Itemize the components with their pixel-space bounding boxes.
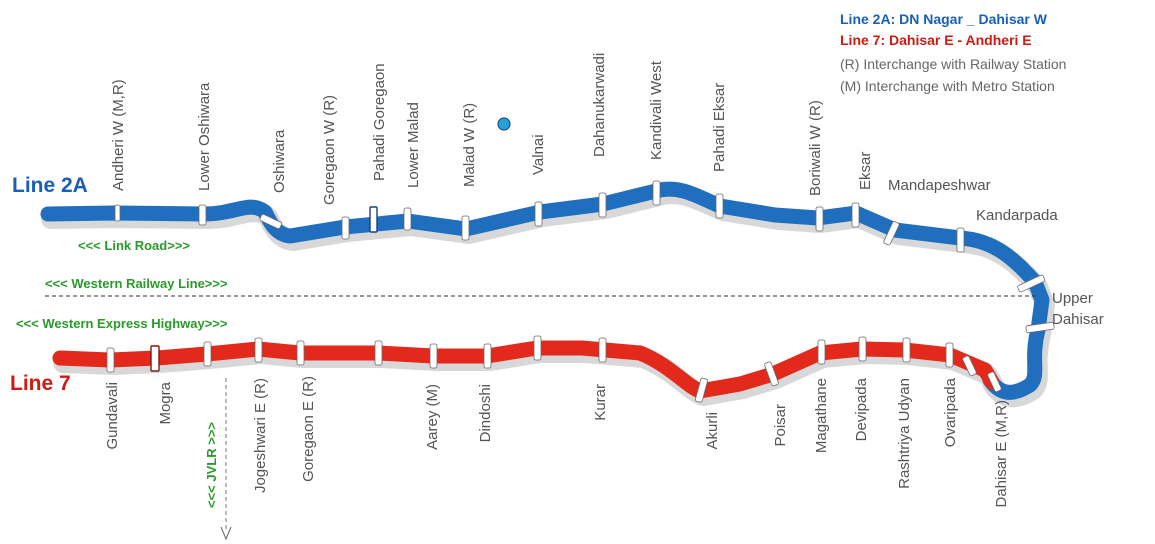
station-tick: [533, 335, 542, 361]
station-label: Lower Oshiwara: [196, 82, 213, 191]
station-tick: [851, 202, 860, 228]
line-2a-label: Line 2A: [12, 174, 88, 197]
legend-line-7: Line 7: Dahisar E - Andheri E: [840, 32, 1032, 48]
station-tick: [296, 340, 305, 366]
station-tick: [259, 213, 282, 230]
station-label: Kandarpada: [976, 207, 1058, 224]
station-tick: [203, 341, 212, 367]
western-railway-label: <<< Western Railway Line>>>: [45, 276, 228, 291]
station-label: Eksar: [857, 152, 874, 190]
line-7-station-labels: Gundavali Mogra Jogeshwari E (R) Goregao…: [104, 376, 1010, 508]
station-label: Poisar: [772, 404, 789, 447]
station-label: Valnai: [530, 134, 547, 175]
station-label: Goregaon E (R): [300, 376, 317, 482]
station-label: Upper Dahisar: [1052, 290, 1104, 328]
legend-line-2a: Line 2A: DN Nagar _ Dahisar W: [840, 11, 1048, 27]
station-tick: [254, 337, 263, 363]
station-tick: [461, 215, 470, 241]
station-tick: [652, 180, 661, 206]
station-label: Devipada: [853, 377, 870, 441]
station-label: Goregaon W (R): [321, 95, 338, 205]
legend-metro-note: (M) Interchange with Metro Station: [840, 78, 1055, 94]
station-tick: [962, 355, 977, 377]
western-express-highway-label: <<< Western Express Highway>>>: [16, 316, 228, 331]
station-tick: [598, 337, 607, 363]
station-tick: [1017, 274, 1046, 293]
station-label: Kurar: [592, 384, 609, 421]
station-label: Kandivali West: [648, 60, 665, 160]
station-tick: [598, 192, 607, 218]
jvlr-label: <<< JVLR >>>: [204, 422, 219, 508]
station-label: Mogra: [157, 381, 174, 424]
station-label: Dahanukarwadi: [591, 53, 608, 157]
station-label: Dindoshi: [477, 384, 494, 442]
station-tick: [369, 206, 378, 233]
station-tick: [817, 339, 826, 365]
station-label: Boriwali W (R): [807, 100, 824, 196]
station-tick: [114, 204, 121, 222]
jvlr-arrow-head: [220, 526, 232, 541]
station-label: Lower Malad: [405, 102, 422, 188]
station-label: Gundavali: [104, 382, 121, 450]
station-label: Pahadi Goregaon: [371, 63, 388, 181]
station-label: Akurli: [704, 412, 721, 450]
station-tick: [374, 340, 383, 366]
station-tick: [695, 377, 708, 403]
line-2a-station-ticks: [114, 180, 1055, 334]
station-label: Aarey (M): [424, 384, 441, 450]
station-tick: [987, 371, 1002, 393]
station-tick: [429, 343, 438, 369]
station-tick: [198, 204, 207, 226]
station-label: Pahadi Eksar: [711, 83, 728, 172]
station-tick: [815, 206, 824, 232]
station-tick: [902, 337, 911, 363]
station-label: Malad W (R): [461, 103, 478, 187]
station-tick: [858, 336, 867, 362]
station-tick: [106, 347, 115, 373]
line-7-label: Line 7: [10, 372, 71, 395]
station-tick: [403, 207, 412, 231]
legend-railway-note: (R) Interchange with Railway Station: [840, 56, 1066, 72]
station-tick: [150, 345, 160, 372]
station-tick: [534, 201, 543, 227]
station-label: Dahisar E (M,R): [993, 400, 1010, 508]
station-tick: [1025, 321, 1055, 334]
station-tick: [715, 193, 724, 219]
station-tick: [341, 216, 350, 240]
line-2a-station-labels: Andheri W (M,R) Lower Oshiwara Oshiwara …: [110, 53, 1104, 328]
station-tick: [764, 361, 779, 387]
station-label: Oshiwara: [271, 129, 288, 193]
station-label: Mandapeshwar: [888, 177, 991, 194]
station-tick: [483, 343, 492, 369]
station-label: Rashtriya Udyan: [896, 378, 913, 489]
station-tick: [956, 227, 965, 253]
station-label: Andheri W (M,R): [110, 79, 127, 191]
station-label: Jogeshwari E (R): [252, 378, 269, 493]
station-tick: [883, 221, 900, 246]
link-road-label: <<< Link Road>>>: [78, 238, 190, 253]
station-label: Magathane: [813, 378, 830, 453]
station-label: Ovaripada: [942, 377, 959, 447]
location-dot-icon: [497, 117, 511, 131]
line-7-station-ticks: [106, 335, 1002, 403]
station-tick: [945, 342, 954, 368]
